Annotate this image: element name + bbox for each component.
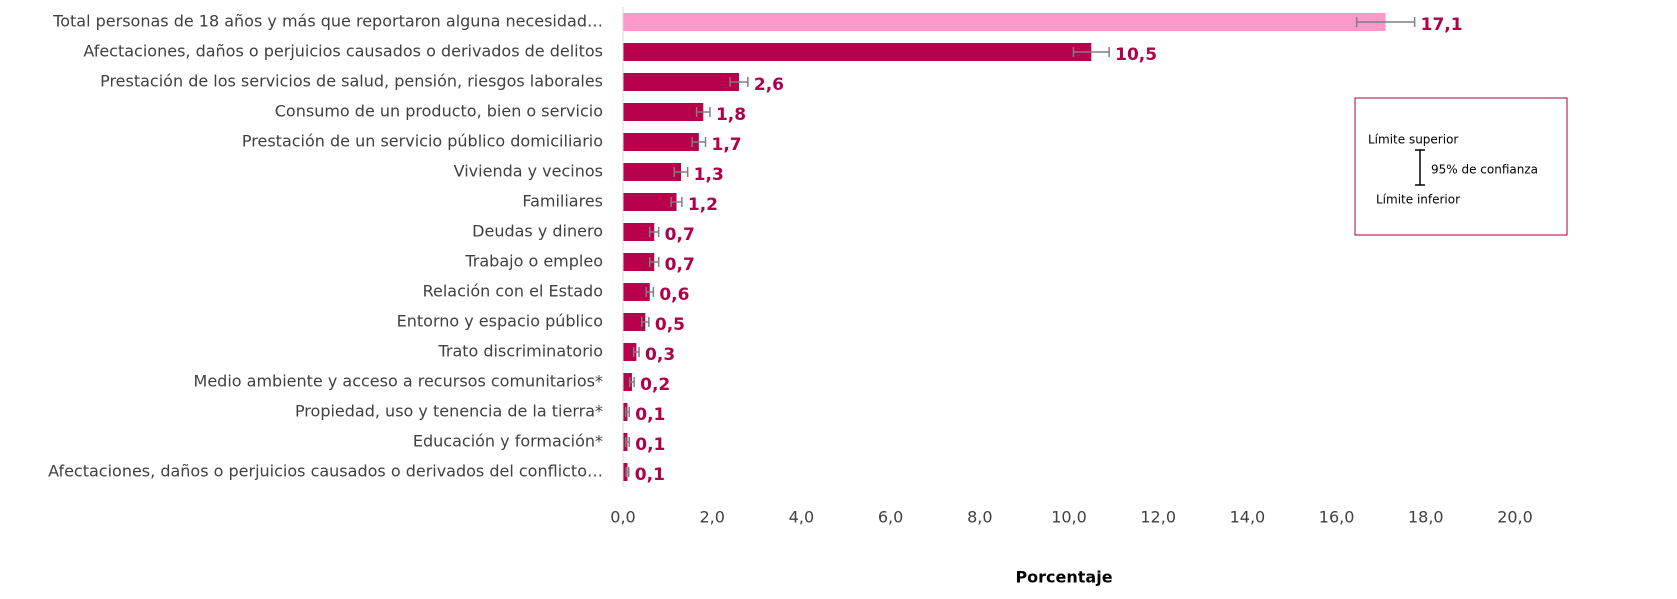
- bar: [623, 133, 699, 151]
- y-tick-label: Prestación de un servicio público domici…: [242, 132, 603, 151]
- y-tick-label: Prestación de los servicios de salud, pe…: [100, 72, 603, 91]
- bar: [623, 43, 1092, 61]
- bar: [623, 373, 632, 391]
- bar: [623, 163, 681, 181]
- value-label: 0,2: [640, 375, 670, 395]
- x-tick-label: 6,0: [878, 508, 903, 527]
- legend-ci: 95% de confianza: [1431, 163, 1538, 177]
- value-label: 0,1: [635, 435, 665, 455]
- legend-upper: Límite superior: [1368, 133, 1458, 147]
- y-tick-label: Afectaciones, daños o perjuicios causado…: [48, 462, 603, 481]
- bar: [623, 223, 655, 241]
- value-label: 0,7: [665, 255, 695, 275]
- bar: [623, 283, 650, 301]
- x-tick-label: 16,0: [1319, 508, 1355, 527]
- x-tick-label: 10,0: [1051, 508, 1087, 527]
- y-tick-label: Total personas de 18 años y más que repo…: [52, 12, 603, 31]
- y-tick-label: Trato discriminatorio: [437, 342, 603, 361]
- y-tick-label: Afectaciones, daños o perjuicios causado…: [83, 42, 603, 61]
- value-label: 1,3: [694, 165, 724, 185]
- value-label: 0,7: [665, 225, 695, 245]
- bar: [623, 73, 739, 91]
- legend-lower: Límite inferior: [1376, 193, 1460, 207]
- y-tick-label: Entorno y espacio público: [397, 312, 603, 331]
- x-tick-label: 4,0: [789, 508, 814, 527]
- value-label: 0,3: [645, 345, 675, 365]
- y-tick-label: Consumo de un producto, bien o servicio: [275, 102, 603, 121]
- y-tick-label: Familiares: [522, 192, 603, 211]
- y-tick-label: Deudas y dinero: [472, 222, 603, 241]
- x-tick-label: 14,0: [1230, 508, 1266, 527]
- x-axis-label: Porcentaje: [1015, 568, 1112, 587]
- x-tick-label: 20,0: [1497, 508, 1533, 527]
- y-tick-label: Medio ambiente y acceso a recursos comun…: [194, 372, 603, 391]
- bar: [623, 193, 677, 211]
- value-label: 1,8: [716, 105, 746, 125]
- x-tick-label: 0,0: [610, 508, 635, 527]
- x-tick-label: 2,0: [699, 508, 724, 527]
- bar: [623, 463, 628, 481]
- bar: [623, 13, 1386, 31]
- y-tick-label: Educación y formación*: [413, 432, 603, 451]
- value-label: 10,5: [1115, 45, 1157, 65]
- bar: [623, 313, 646, 331]
- value-label: 1,7: [712, 135, 742, 155]
- y-tick-label: Trabajo o empleo: [464, 252, 603, 271]
- legend-box: [1354, 97, 1568, 236]
- x-tick-label: 8,0: [967, 508, 992, 527]
- value-label: 17,1: [1421, 15, 1463, 35]
- bar: [623, 103, 704, 121]
- x-tick-label: 12,0: [1140, 508, 1176, 527]
- y-tick-label: Vivienda y vecinos: [454, 162, 603, 181]
- value-label: 1,2: [688, 195, 718, 215]
- x-tick-label: 18,0: [1408, 508, 1444, 527]
- bar: [623, 253, 655, 271]
- y-tick-label: Propiedad, uso y tenencia de la tierra*: [295, 402, 603, 421]
- value-label: 0,5: [655, 315, 685, 335]
- value-label: 0,1: [635, 405, 665, 425]
- y-tick-label: Relación con el Estado: [423, 282, 603, 301]
- value-label: 0,1: [635, 465, 665, 485]
- value-label: 0,6: [659, 285, 689, 305]
- value-label: 2,6: [754, 75, 784, 95]
